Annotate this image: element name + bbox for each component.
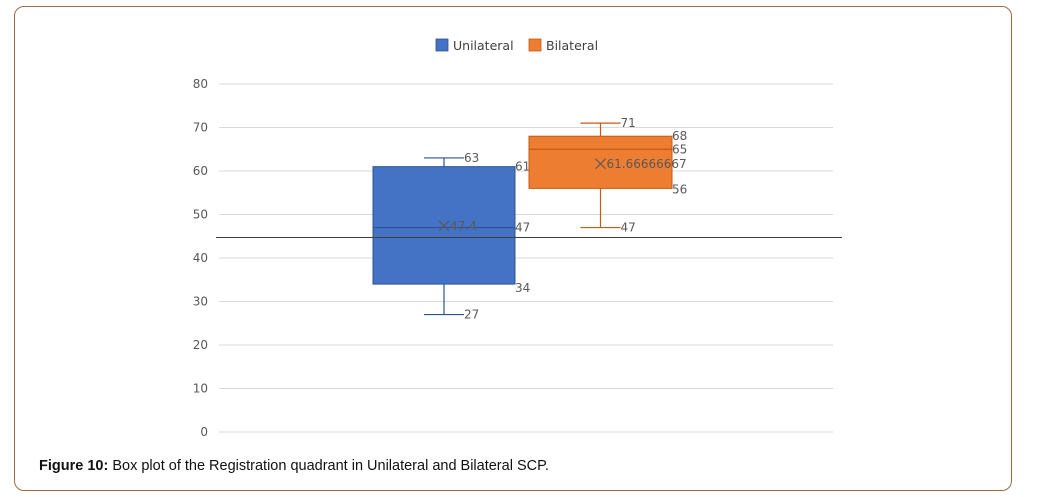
y-tick-label: 50 xyxy=(193,208,208,222)
mean-label: 61.66666667 xyxy=(607,157,687,171)
box-plot-chart: 0 10 20 30 40 50 60 70 80 63 27 47.4 61 47 34 71 47 61.6… xyxy=(193,38,842,439)
q3-label: 68 xyxy=(672,129,687,143)
min-label: 47 xyxy=(621,221,636,235)
legend-swatch xyxy=(528,38,542,52)
legend-label: Bilateral xyxy=(546,38,598,53)
gridlines xyxy=(219,83,833,433)
mean-marker xyxy=(438,220,450,232)
q3-label: 61 xyxy=(515,160,530,174)
y-tick-label: 70 xyxy=(193,121,208,135)
median-label: 65 xyxy=(672,142,687,156)
y-tick-label: 0 xyxy=(200,425,208,439)
legend-label: Unilateral xyxy=(453,38,514,53)
y-tick-label: 30 xyxy=(193,295,208,309)
iqr-box xyxy=(528,135,673,189)
mean-marker xyxy=(595,158,606,170)
y-tick-label: 10 xyxy=(193,382,208,396)
q1-label: 34 xyxy=(515,281,530,295)
median-label: 47 xyxy=(515,221,530,235)
y-tick-label: 20 xyxy=(193,338,208,352)
legend-swatch xyxy=(435,38,449,52)
caption-label: Figure 10: xyxy=(39,458,109,474)
min-label: 27 xyxy=(464,308,479,322)
y-tick-label: 80 xyxy=(193,77,208,91)
y-tick-label: 60 xyxy=(193,164,208,178)
max-label: 63 xyxy=(464,151,479,165)
y-tick-label: 40 xyxy=(193,251,208,265)
mean-label: 47.4 xyxy=(450,219,477,233)
y-axis-ticks: 0 10 20 30 40 50 60 70 80 xyxy=(193,77,208,439)
max-label: 71 xyxy=(621,116,636,130)
figure-caption: Figure 10: Box plot of the Registration … xyxy=(39,458,549,474)
box-unilateral: 63 27 47.4 61 47 34 xyxy=(372,151,530,322)
caption-text: Box plot of the Registration quadrant in… xyxy=(112,458,549,474)
legend: Unilateral Bilateral xyxy=(435,38,598,53)
q1-label: 56 xyxy=(672,182,687,196)
